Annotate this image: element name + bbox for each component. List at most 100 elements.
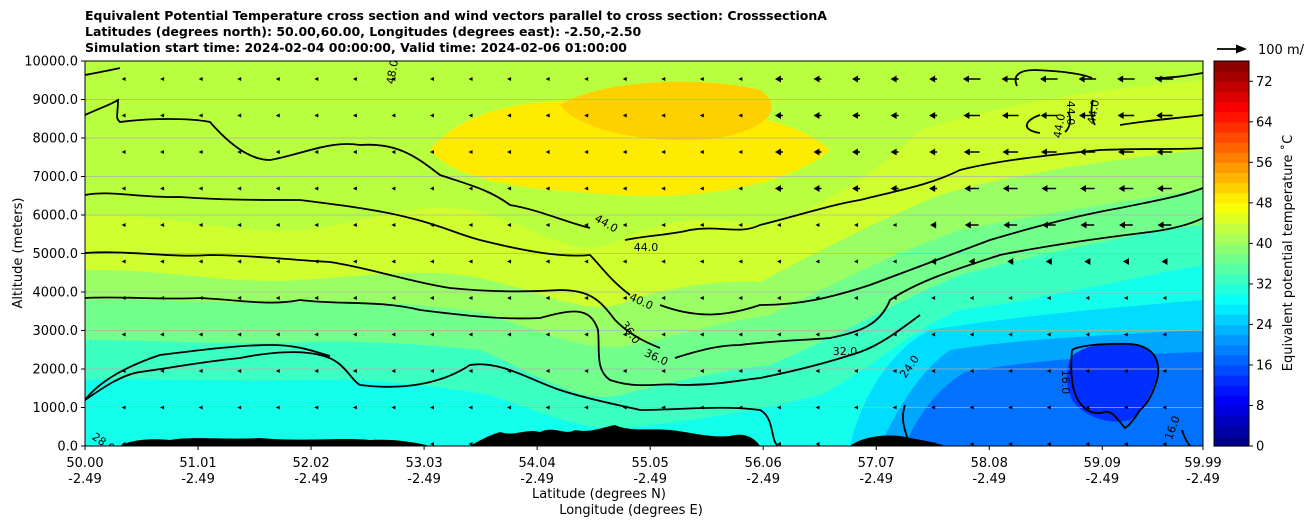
wind-vector-head <box>738 405 743 410</box>
wind-vector-head <box>237 296 242 300</box>
wind-vector <box>930 258 937 265</box>
wind-vector-head <box>699 296 704 300</box>
wind-vector <box>1085 332 1090 337</box>
wind-vector-head <box>969 296 974 300</box>
wind-vector-head <box>1117 75 1124 83</box>
wind-vector <box>237 113 242 118</box>
wind-vector <box>584 186 589 191</box>
wind-vector-head <box>545 223 550 227</box>
wind-vector <box>813 185 822 192</box>
wind-vector <box>391 332 396 337</box>
colorbar-level <box>1214 294 1249 305</box>
wind-vector-head <box>1080 185 1087 192</box>
wind-vector-head <box>160 113 165 118</box>
wind-key-label: 100 m/ <box>1258 43 1305 58</box>
wind-vector-head <box>776 332 781 337</box>
wind-vector-head <box>1155 75 1162 83</box>
wind-vector <box>1118 148 1134 156</box>
wind-vector-head <box>813 185 820 192</box>
x-tick-label-longitude: -2.49 <box>1085 472 1119 487</box>
colorbar-level <box>1214 263 1249 275</box>
wind-vector <box>1046 405 1051 410</box>
wind-vector-head <box>622 150 627 154</box>
wind-vector <box>1080 185 1095 192</box>
wind-vector <box>813 112 822 119</box>
wind-vector-head <box>468 150 473 154</box>
colorbar-tick-label: 0 <box>1256 440 1264 455</box>
wind-vector <box>584 113 589 118</box>
wind-vector <box>661 113 666 118</box>
wind-vector <box>275 77 280 81</box>
fill-band-14 <box>1066 342 1158 422</box>
x-axis-label-latitude: Latitude (degrees N) <box>532 487 666 502</box>
x-tick-label-longitude: -2.49 <box>859 472 893 487</box>
wind-vector-head <box>930 258 937 265</box>
y-tick-label: 3000.0 <box>33 324 79 339</box>
wind-vector-head <box>962 75 969 83</box>
wind-vector <box>121 113 126 118</box>
wind-vector <box>429 405 434 410</box>
wind-vector <box>892 223 897 227</box>
wind-vector <box>1162 442 1167 446</box>
wind-vector <box>468 223 473 227</box>
contour-line-40b <box>659 187 1203 316</box>
wind-vector-head <box>776 369 781 373</box>
wind-vector-head <box>1003 221 1010 229</box>
wind-vector-head <box>1162 296 1167 300</box>
wind-vector <box>964 221 979 229</box>
wind-vector-head <box>929 112 936 119</box>
wind-vector-head <box>314 405 319 410</box>
wind-vector <box>314 113 319 118</box>
wind-vector-head <box>507 332 512 337</box>
wind-vector <box>121 332 126 337</box>
wind-vector <box>275 223 280 227</box>
wind-vector-head <box>160 259 165 264</box>
wind-vector <box>969 442 974 446</box>
contour-line-33 <box>85 296 921 387</box>
wind-vector-head <box>890 148 897 156</box>
wind-vector-head <box>1001 75 1008 83</box>
wind-vector-head <box>1162 442 1167 446</box>
wind-vector <box>429 369 434 373</box>
colorbar-level <box>1214 375 1249 386</box>
wind-vector-head <box>1085 332 1090 337</box>
wind-vector <box>661 259 666 264</box>
contour-line-48 <box>85 67 121 76</box>
wind-vector-head <box>507 259 512 264</box>
wind-vector <box>468 296 473 300</box>
wind-vector-head <box>1085 296 1090 300</box>
wind-vector <box>661 369 666 373</box>
wind-vector <box>314 259 319 264</box>
wind-vector-head <box>429 442 434 446</box>
wind-vector <box>1003 221 1018 229</box>
wind-vector-head <box>507 186 512 191</box>
wind-vector-head <box>429 186 434 191</box>
wind-vector <box>429 332 434 337</box>
wind-vector-head <box>1157 185 1164 192</box>
wind-vector <box>776 332 781 337</box>
wind-vector-head <box>892 405 897 410</box>
wind-vector-head <box>314 296 319 300</box>
contour-label: 16.0 <box>1059 370 1072 395</box>
contour-line-44b <box>624 147 1203 241</box>
wind-vector <box>1080 221 1095 229</box>
wind-vector <box>815 369 820 373</box>
wind-vector-head <box>160 186 165 191</box>
contour-label: 48.0 <box>384 59 401 85</box>
colorbar-level <box>1214 253 1249 265</box>
wind-vector-head <box>545 369 550 373</box>
wind-vector-head <box>468 405 473 410</box>
wind-vector-head <box>815 442 820 446</box>
wind-vector <box>314 77 319 81</box>
wind-vector <box>699 259 704 264</box>
contour-line-36b <box>674 217 1203 359</box>
wind-vector <box>352 113 357 118</box>
wind-vector <box>1155 75 1174 83</box>
wind-vector <box>892 405 897 410</box>
wind-vector <box>963 112 980 119</box>
wind-vector <box>852 112 861 119</box>
wind-vector <box>1008 405 1013 410</box>
wind-vector <box>391 405 396 410</box>
wind-vector-head <box>198 150 203 154</box>
wind-vector <box>314 223 319 227</box>
